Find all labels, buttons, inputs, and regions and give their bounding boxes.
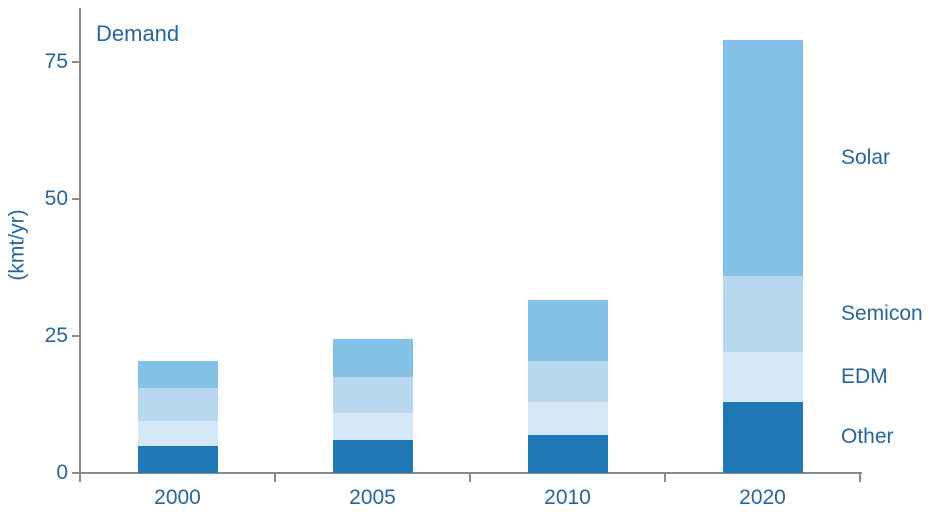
x-tick-mark (859, 473, 861, 482)
bar-segment-other-2020 (722, 401, 803, 473)
y-tick-mark (72, 335, 80, 337)
bar-segment-solar-2000 (137, 360, 218, 389)
x-tick-label-2020: 2020 (739, 486, 786, 509)
bar-segment-edm-2000 (137, 420, 218, 446)
series-label-edm: EDM (841, 365, 888, 389)
bar-segment-solar-2020 (722, 40, 803, 276)
bar-segment-semicon-2000 (137, 388, 218, 421)
bar-segment-semicon-2020 (722, 275, 803, 353)
y-axis-line (79, 8, 81, 474)
bar-segment-solar-2010 (527, 300, 608, 361)
bar-segment-other-2010 (527, 434, 608, 473)
bar-segment-semicon-2010 (527, 360, 608, 402)
y-tick-mark (72, 61, 80, 63)
series-label-solar: Solar (841, 145, 891, 169)
x-tick-mark (274, 473, 276, 482)
bar-segment-semicon-2005 (332, 377, 413, 413)
y-tick-mark (72, 472, 80, 474)
y-tick-label: 50 (44, 187, 68, 210)
bar-segment-edm-2010 (527, 401, 608, 435)
bar-segment-solar-2005 (332, 338, 413, 378)
x-tick-mark (664, 473, 666, 482)
bar-segment-edm-2005 (332, 412, 413, 441)
x-tick-label-2005: 2005 (349, 486, 396, 509)
bar-segment-edm-2020 (722, 352, 803, 402)
series-label-other: Other (841, 425, 894, 449)
bar-segment-other-2005 (332, 440, 413, 473)
x-tick-mark (469, 473, 471, 482)
x-tick-mark (79, 473, 81, 482)
series-label-semicon: Semicon (841, 302, 923, 326)
y-tick-label: 0 (56, 461, 68, 484)
chart-title: Demand (96, 21, 180, 46)
y-tick-label: 75 (44, 50, 68, 73)
y-tick-mark (72, 198, 80, 200)
y-tick-label: 25 (44, 324, 68, 347)
x-tick-label-2000: 2000 (154, 486, 201, 509)
bar-segment-other-2000 (137, 445, 218, 473)
x-tick-label-2010: 2010 (544, 486, 591, 509)
